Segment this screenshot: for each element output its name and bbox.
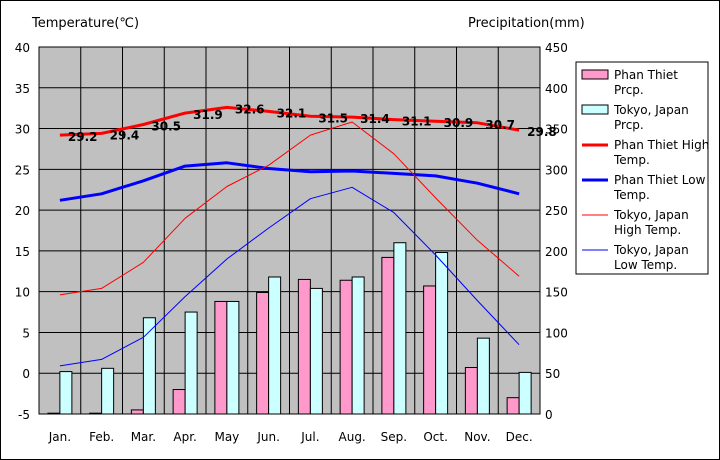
bar-tokyo-prcp: [59, 371, 73, 415]
legend-label: Tokyo, Japan: [613, 208, 689, 222]
legend-label: Phan Thiet High: [614, 138, 709, 152]
high-temp-data-label: 30.7: [485, 118, 515, 132]
y-right-tick-label: 0: [545, 408, 553, 422]
x-tick-label: Jun.: [256, 430, 280, 444]
bar-tokyo-prcp: [518, 371, 532, 415]
bar-phan-thiet-prcp: [297, 278, 311, 415]
y-left-ticks: 40 35 30 25 20 15 10 5 0 -5: [15, 41, 30, 422]
bar-tokyo-prcp: [184, 311, 198, 415]
bar-phan-thiet-prcp: [47, 412, 61, 415]
x-tick-label: Oct.: [423, 430, 448, 444]
tokyo-japan-high-temp-line: [59, 121, 520, 296]
bar-tokyo-prcp: [351, 276, 365, 415]
bar-phan-thiet-prcp: [214, 300, 228, 415]
line-series: [59, 105, 520, 367]
bar-tokyo-prcp: [101, 367, 115, 415]
bar-phan-thiet-prcp: [89, 412, 103, 415]
x-tick-label: Sep.: [381, 430, 407, 444]
bar-phan-thiet-prcp: [506, 397, 520, 415]
bar-phan-thiet-prcp: [256, 291, 270, 415]
y-left-tick-label: 25: [15, 163, 30, 177]
high-temp-data-label: 30.5: [151, 119, 181, 133]
x-tick-label: Aug.: [339, 430, 366, 444]
x-tick-label: Jan.: [48, 430, 71, 444]
high-temp-data-label: 31.1: [402, 115, 432, 129]
bar-tokyo-prcp: [393, 242, 407, 415]
legend-swatch: [581, 69, 609, 80]
tokyo-japan-low-temp-line: [59, 186, 520, 367]
y-left-tick-label: 40: [15, 41, 30, 55]
legend-swatch: [581, 104, 609, 115]
x-tick-label: Apr.: [173, 430, 196, 444]
bar-phan-thiet-prcp: [172, 389, 186, 415]
bar-tokyo-prcp: [476, 337, 490, 415]
x-tick-label: Nov.: [464, 430, 490, 444]
phan-thiet-high-temp-line: [59, 105, 520, 137]
high-temp-data-label: 32.6: [235, 102, 265, 116]
high-temp-data-label: 31.4: [360, 112, 390, 126]
x-tick-label: Jul.: [300, 430, 319, 444]
high-temp-labels: 29.2 29.4 30.5 31.9 32.6 32.1 31.5 31.4 31.1 30.9…: [68, 102, 557, 144]
y-left-tick-label: 0: [22, 367, 30, 381]
high-temp-data-label: 32.1: [277, 106, 307, 120]
bar-phan-thiet-prcp: [423, 285, 437, 415]
high-temp-data-label: 29.2: [68, 130, 98, 144]
legend-box: [575, 61, 709, 275]
legend-label: Phan Thiet Low: [614, 173, 706, 187]
y-right-tick-label: 250: [545, 204, 568, 218]
bar-tokyo-prcp: [268, 276, 282, 415]
legend-label: Prcp.: [614, 83, 644, 97]
legend-label: Low Temp.: [614, 258, 677, 272]
y-right-tick-label: 450: [545, 41, 568, 55]
y-left-tick-label: 5: [22, 326, 30, 340]
y-left-axis-label: Temperature(℃): [31, 16, 139, 31]
y-right-tick-label: 300: [545, 163, 568, 177]
legend-label: Temp.: [613, 153, 650, 167]
bar-phan-thiet-prcp: [464, 367, 478, 415]
legend-label: High Temp.: [614, 223, 681, 237]
high-temp-data-label: 30.9: [444, 116, 474, 130]
x-tick-label: Feb.: [89, 430, 114, 444]
high-temp-data-label: 31.5: [318, 111, 348, 125]
y-right-axis-label: Precipitation(mm): [468, 16, 585, 31]
bar-tokyo-prcp: [142, 317, 156, 415]
y-left-tick-label: 35: [15, 82, 30, 96]
high-temp-data-label: 29.4: [110, 128, 140, 142]
y-left-tick-label: 30: [15, 123, 30, 137]
y-left-tick-label: -5: [18, 408, 30, 422]
legend-label: Prcp.: [614, 118, 644, 132]
legend-label: Tokyo, Japan: [613, 243, 689, 257]
phan-thiet-low-temp-line: [59, 161, 520, 202]
y-left-tick-label: 20: [15, 204, 30, 218]
x-tick-labels: Jan. Feb. Mar. Apr. May Jun. Jul. Aug. Sep. Oct. N…: [48, 430, 533, 444]
bar-series: [47, 242, 532, 415]
legend-label: Phan Thiet: [614, 68, 678, 82]
bar-tokyo-prcp: [226, 300, 240, 415]
bar-phan-thiet-prcp: [381, 256, 395, 415]
y-right-tick-label: 400: [545, 82, 568, 96]
y-right-tick-label: 150: [545, 286, 568, 300]
legend-label: Tokyo, Japan: [613, 103, 689, 117]
y-left-tick-label: 10: [15, 286, 30, 300]
y-right-tick-label: 50: [545, 367, 560, 381]
y-left-tick-label: 15: [15, 245, 30, 259]
bar-phan-thiet-prcp: [130, 409, 144, 415]
y-right-ticks: 450 400 350 300 250 200 150 100 50 0: [545, 41, 568, 422]
bar-tokyo-prcp: [309, 287, 323, 415]
high-temp-data-label: 29.8: [527, 125, 557, 139]
y-right-tick-label: 350: [545, 123, 568, 137]
legend-label: Temp.: [613, 188, 650, 202]
bar-tokyo-prcp: [435, 252, 449, 415]
high-temp-data-label: 31.9: [193, 108, 223, 122]
y-right-tick-label: 100: [545, 326, 568, 340]
x-tick-label: Dec.: [506, 430, 533, 444]
x-tick-label: May: [214, 430, 239, 444]
y-right-tick-label: 200: [545, 245, 568, 259]
x-tick-label: Mar.: [131, 430, 156, 444]
bar-phan-thiet-prcp: [339, 279, 353, 415]
